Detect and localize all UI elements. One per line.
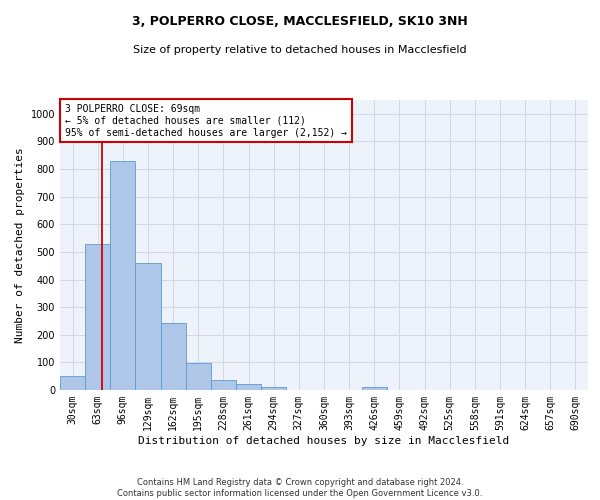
X-axis label: Distribution of detached houses by size in Macclesfield: Distribution of detached houses by size …	[139, 436, 509, 446]
Bar	[161, 323, 186, 390]
Bar	[261, 386, 286, 390]
Text: 3 POLPERRO CLOSE: 69sqm
← 5% of detached houses are smaller (112)
95% of semi-de: 3 POLPERRO CLOSE: 69sqm ← 5% of detached…	[65, 104, 347, 138]
Bar	[186, 363, 211, 390]
Bar	[362, 387, 387, 390]
Text: Contains HM Land Registry data © Crown copyright and database right 2024.
Contai: Contains HM Land Registry data © Crown c…	[118, 478, 482, 498]
Bar	[110, 161, 136, 390]
Text: Size of property relative to detached houses in Macclesfield: Size of property relative to detached ho…	[133, 45, 467, 55]
Y-axis label: Number of detached properties: Number of detached properties	[15, 147, 25, 343]
Bar	[136, 263, 161, 390]
Bar	[85, 244, 110, 390]
Bar	[236, 384, 261, 390]
Text: 3, POLPERRO CLOSE, MACCLESFIELD, SK10 3NH: 3, POLPERRO CLOSE, MACCLESFIELD, SK10 3N…	[132, 15, 468, 28]
Bar	[60, 376, 85, 390]
Bar	[211, 380, 236, 390]
